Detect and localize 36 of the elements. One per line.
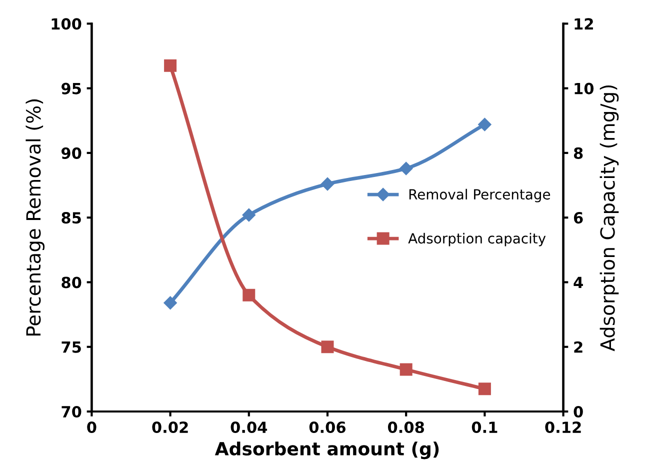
y-axis-title: Percentage Removal (%) <box>26 99 45 336</box>
x-tick-label: 0.04 <box>230 422 268 434</box>
y2-tick-label: 2 <box>574 341 582 353</box>
point <box>242 288 256 302</box>
point <box>242 208 256 222</box>
point <box>400 363 412 376</box>
x-axis-title: Adsorbent amount (g) <box>214 442 439 460</box>
x-tick-label: 0.08 <box>388 422 424 434</box>
y-tick-label: 95 <box>62 82 81 94</box>
point <box>320 177 334 191</box>
y2-tick-label: 12 <box>574 18 593 30</box>
point <box>478 118 492 132</box>
x-tick-label: 0.1 <box>472 422 498 434</box>
y-tick-label: 85 <box>62 212 81 224</box>
y2-tick-label: 10 <box>574 82 594 94</box>
y2-tick-label: 0 <box>574 406 583 418</box>
point <box>321 340 334 354</box>
y-tick-label: 100 <box>52 18 82 30</box>
point <box>164 59 177 72</box>
x-tick-label: 0.12 <box>545 422 581 434</box>
legend-label: Removal Percentage <box>409 188 550 202</box>
y2-tick-label: 4 <box>574 276 583 288</box>
y2-axis-title: Adsorption Capacity (mg/g) <box>600 85 619 352</box>
y-tick-label: 70 <box>62 406 82 418</box>
y-tick-label: 75 <box>62 342 81 353</box>
y-tick-label: 80 <box>62 276 82 288</box>
x-tick-label: 0.02 <box>152 422 188 434</box>
y2-tick-label: 6 <box>574 212 583 224</box>
y-tick-label: 90 <box>62 147 82 159</box>
x-tick-label: 0 <box>87 422 96 434</box>
legend-label: Adsorption capacity <box>408 232 546 246</box>
y2-tick-label: 8 <box>574 147 583 159</box>
point <box>400 162 413 176</box>
point <box>164 296 177 310</box>
point <box>478 382 491 396</box>
x-tick-label: 0.06 <box>309 422 346 434</box>
